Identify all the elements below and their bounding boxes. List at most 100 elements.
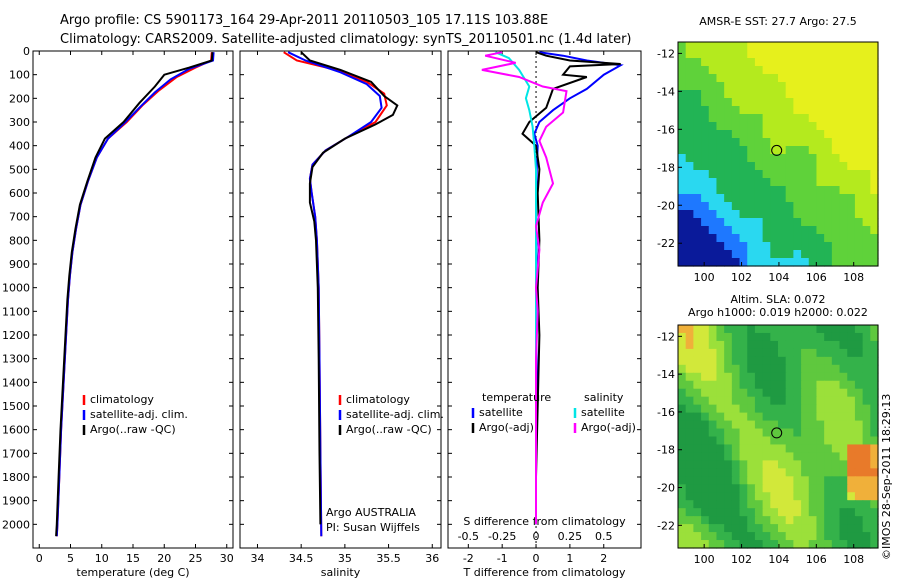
sst-map-cell [824, 226, 833, 235]
sst-map-cell [754, 106, 764, 115]
sla-map-cell [839, 412, 848, 422]
sla-map-x-tick-label: 100 [694, 553, 715, 566]
sst-map-cell [839, 178, 848, 187]
sla-map-cell [770, 348, 779, 358]
sla-map-cell [747, 444, 756, 454]
credit-text: ©IMOS 28-Sep-2011 18:29:13 [880, 393, 893, 560]
sst-map-cell [724, 202, 733, 211]
temperature-x-tick-label: 20 [157, 552, 171, 565]
sla-map-cell [762, 492, 771, 501]
sla-map-cell [862, 484, 871, 493]
sla-map-cell [785, 356, 794, 366]
sst-map-cell [739, 194, 748, 203]
sst-map-cell [762, 114, 771, 123]
sla-map-cell [785, 332, 794, 342]
sst-map-cell [716, 226, 725, 235]
sla-map-cell [731, 420, 741, 430]
sla-map-cell [747, 476, 756, 485]
difference-s-tick-label: 0 [533, 530, 540, 543]
sla-map-cell [693, 332, 702, 342]
sla-map-cell [685, 492, 694, 501]
sla-map-cell [739, 452, 748, 461]
sla-map-cell [724, 380, 733, 390]
sla-map-cell [801, 332, 810, 342]
sst-map-cell [685, 154, 694, 163]
sla-map-cell [808, 516, 818, 525]
sla-map-cell [870, 452, 879, 461]
sst-map-cell [693, 130, 702, 139]
sst-map-cell [770, 234, 779, 243]
sst-map-cell [701, 154, 710, 163]
sla-map-cell [824, 364, 833, 374]
sla-map-cell [762, 388, 771, 398]
sla-map-cell [862, 540, 871, 549]
sla-map-cell [685, 396, 694, 406]
sst-map-cell [808, 122, 818, 131]
sst-map-frame [677, 41, 879, 267]
sla-map-cell [708, 468, 718, 477]
sst-map-cell [839, 90, 848, 99]
sla-map-cell [862, 516, 871, 525]
sla-map-cell [824, 444, 833, 454]
sst-map-cell [747, 58, 756, 67]
sst-map-cell [801, 170, 810, 179]
sla-map-cell [847, 460, 856, 469]
sst-map-cell [731, 250, 741, 259]
sst-map-cell [862, 122, 871, 131]
sla-map-cell [793, 508, 802, 517]
sla-map-cell [801, 380, 810, 390]
sst-map-cell [724, 130, 733, 139]
sla-map-cell [854, 372, 864, 382]
sst-map-cell [701, 194, 710, 203]
sla-map-cell [747, 364, 756, 374]
sla-map-cell [724, 460, 733, 469]
sst-map-cell [778, 154, 787, 163]
sla-map-cell [708, 340, 718, 350]
sla-map-cell [762, 500, 771, 509]
sst-map-cell [847, 250, 856, 259]
sla-map-x-tick-label: 106 [806, 553, 827, 566]
sla-map-cell [785, 444, 794, 454]
sla-map-cell [862, 380, 871, 390]
sst-map-cell [778, 178, 787, 187]
sla-map-cell [693, 436, 702, 446]
sla-map-cell [724, 356, 733, 366]
sst-map-cell [816, 138, 825, 147]
sst-map-cell [808, 146, 818, 155]
sla-map-cell [839, 380, 848, 390]
sla-map-cell [685, 380, 694, 390]
sst-map-cell [754, 58, 764, 67]
sla-map-cell [693, 372, 702, 382]
sla-map-cell [801, 532, 810, 541]
depth-tick-label: 800 [9, 234, 30, 247]
sst-map-cell [831, 242, 841, 251]
sla-map-cell [831, 492, 841, 501]
sst-map-panel: 100 102 104 106 108-12-14-16-18-20-22AMSR-E … [657, 15, 879, 284]
sla-map-cell [808, 428, 818, 438]
sst-map-cell [778, 250, 787, 259]
sst-map-cell [862, 218, 871, 227]
sst-map-cell [816, 258, 825, 267]
sla-map-cell [801, 524, 810, 533]
sla-map-cell [678, 444, 687, 454]
sla-map-cell [862, 476, 871, 485]
sla-map-cell [854, 420, 864, 430]
sla-map-cell [685, 444, 694, 454]
sst-map-cell [739, 50, 748, 59]
sla-map-cell [716, 428, 725, 438]
sla-map-cell [747, 340, 756, 350]
sla-map-cell [708, 380, 718, 390]
sla-map-cell [793, 348, 802, 358]
sla-map-cell [716, 484, 725, 493]
sla-map-cell [770, 516, 779, 525]
sla-map-cell [831, 468, 841, 477]
sla-map-cell [754, 332, 764, 342]
sla-map-cell [770, 356, 779, 366]
sst-map-cell [793, 42, 802, 51]
sst-map-cell [847, 154, 856, 163]
sla-map-cell [839, 452, 848, 461]
sst-map-cell [754, 82, 764, 91]
sla-map-cell [754, 428, 764, 438]
sla-map-cell [739, 388, 748, 398]
sla-map-cell [754, 500, 764, 509]
